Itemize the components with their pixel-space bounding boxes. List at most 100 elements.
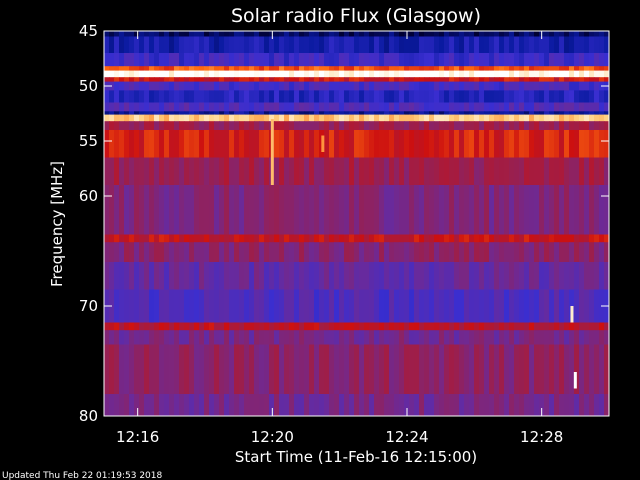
heatmap-cell bbox=[234, 234, 240, 243]
heatmap-cell bbox=[399, 81, 405, 91]
heatmap-cell bbox=[179, 53, 185, 67]
heatmap-cell bbox=[104, 394, 110, 416]
heatmap-cell bbox=[559, 53, 565, 67]
heatmap-cell bbox=[469, 53, 475, 67]
frequency-band bbox=[104, 31, 609, 37]
heatmap-cell bbox=[254, 81, 260, 91]
heatmap-cell bbox=[284, 289, 290, 323]
heatmap-cell bbox=[354, 242, 360, 263]
heatmap-cell bbox=[329, 234, 335, 243]
heatmap-cell bbox=[279, 70, 285, 78]
heatmap-cell bbox=[164, 31, 170, 37]
heatmap-cell bbox=[564, 77, 570, 82]
frequency-band bbox=[104, 322, 609, 331]
heatmap-cell bbox=[189, 322, 195, 331]
heatmap-cell bbox=[414, 53, 420, 67]
heatmap-cell bbox=[264, 130, 270, 158]
heatmap-cell bbox=[484, 53, 490, 67]
heatmap-cell bbox=[244, 157, 250, 186]
heatmap-cell bbox=[264, 36, 270, 54]
heatmap-cell bbox=[469, 330, 475, 345]
heatmap-cell bbox=[164, 81, 170, 91]
heatmap-cell bbox=[164, 53, 170, 67]
heatmap-cell bbox=[524, 114, 530, 122]
heatmap-cell bbox=[589, 121, 595, 131]
heatmap-cell bbox=[519, 157, 525, 186]
heatmap-cell bbox=[404, 81, 410, 91]
heatmap-cell bbox=[259, 344, 265, 395]
heatmap-cell bbox=[499, 130, 505, 158]
heatmap-cell bbox=[479, 102, 485, 112]
frequency-band bbox=[104, 185, 609, 235]
heatmap-cell bbox=[594, 234, 600, 243]
heatmap-cell bbox=[444, 81, 450, 91]
heatmap-cell bbox=[444, 114, 450, 122]
heatmap-cell bbox=[444, 36, 450, 54]
heatmap-cell bbox=[509, 344, 515, 395]
heatmap-cell bbox=[599, 234, 605, 243]
heatmap-cell bbox=[384, 234, 390, 243]
heatmap-cell bbox=[484, 121, 490, 131]
heatmap-cell bbox=[169, 130, 175, 158]
heatmap-cell bbox=[214, 330, 220, 345]
heatmap-cell bbox=[569, 394, 575, 416]
heatmap-cell bbox=[344, 157, 350, 186]
heatmap-cell bbox=[519, 81, 525, 91]
heatmap-cell bbox=[409, 31, 415, 37]
heatmap-cell bbox=[579, 114, 585, 122]
heatmap-cell bbox=[589, 262, 595, 290]
heatmap-cell bbox=[599, 344, 605, 395]
heatmap-cell bbox=[354, 81, 360, 91]
heatmap-cell bbox=[184, 157, 190, 186]
heatmap-cell bbox=[439, 157, 445, 186]
heatmap-cell bbox=[484, 31, 490, 37]
heatmap-cell bbox=[324, 289, 330, 323]
heatmap-cell bbox=[519, 330, 525, 345]
heatmap-cell bbox=[549, 77, 555, 82]
heatmap-cell bbox=[294, 70, 300, 78]
heatmap-cell bbox=[164, 70, 170, 78]
heatmap-cell bbox=[254, 242, 260, 263]
heatmap-cell bbox=[269, 114, 275, 122]
heatmap-cell bbox=[449, 242, 455, 263]
heatmap-cell bbox=[239, 322, 245, 331]
heatmap-cell bbox=[574, 344, 580, 395]
heatmap-cell bbox=[184, 344, 190, 395]
heatmap-cell bbox=[354, 344, 360, 395]
heatmap-cell bbox=[559, 114, 565, 122]
heatmap-cell bbox=[534, 394, 540, 416]
heatmap-cell bbox=[329, 81, 335, 91]
heatmap-cell bbox=[249, 344, 255, 395]
heatmap-cell bbox=[584, 66, 590, 71]
heatmap-cell bbox=[349, 242, 355, 263]
heatmap-cell bbox=[279, 102, 285, 112]
heatmap-cell bbox=[529, 90, 535, 103]
heatmap-cell bbox=[204, 121, 210, 131]
heatmap-cell bbox=[284, 81, 290, 91]
heatmap-cell bbox=[379, 114, 385, 122]
heatmap-cell bbox=[534, 130, 540, 158]
heatmap-cell bbox=[504, 81, 510, 91]
heatmap-cell bbox=[104, 77, 110, 82]
heatmap-cell bbox=[589, 322, 595, 331]
heatmap-cell bbox=[204, 394, 210, 416]
heatmap-cell bbox=[414, 394, 420, 416]
heatmap-cell bbox=[389, 234, 395, 243]
heatmap-cell bbox=[359, 53, 365, 67]
heatmap-cell bbox=[554, 130, 560, 158]
heatmap-cell bbox=[404, 289, 410, 323]
heatmap-cell bbox=[279, 157, 285, 186]
heatmap-cell bbox=[174, 31, 180, 37]
heatmap-cell bbox=[194, 77, 200, 82]
heatmap-cell bbox=[534, 102, 540, 112]
heatmap-cell bbox=[494, 344, 500, 395]
heatmap-cell bbox=[249, 185, 255, 235]
heatmap-cell bbox=[509, 185, 515, 235]
heatmap-cell bbox=[604, 330, 609, 345]
heatmap-cell bbox=[579, 90, 585, 103]
heatmap-cell bbox=[559, 77, 565, 82]
heatmap-cell bbox=[184, 90, 190, 103]
heatmap-cell bbox=[129, 344, 135, 395]
heatmap-cell bbox=[509, 157, 515, 186]
heatmap-cell bbox=[139, 394, 145, 416]
